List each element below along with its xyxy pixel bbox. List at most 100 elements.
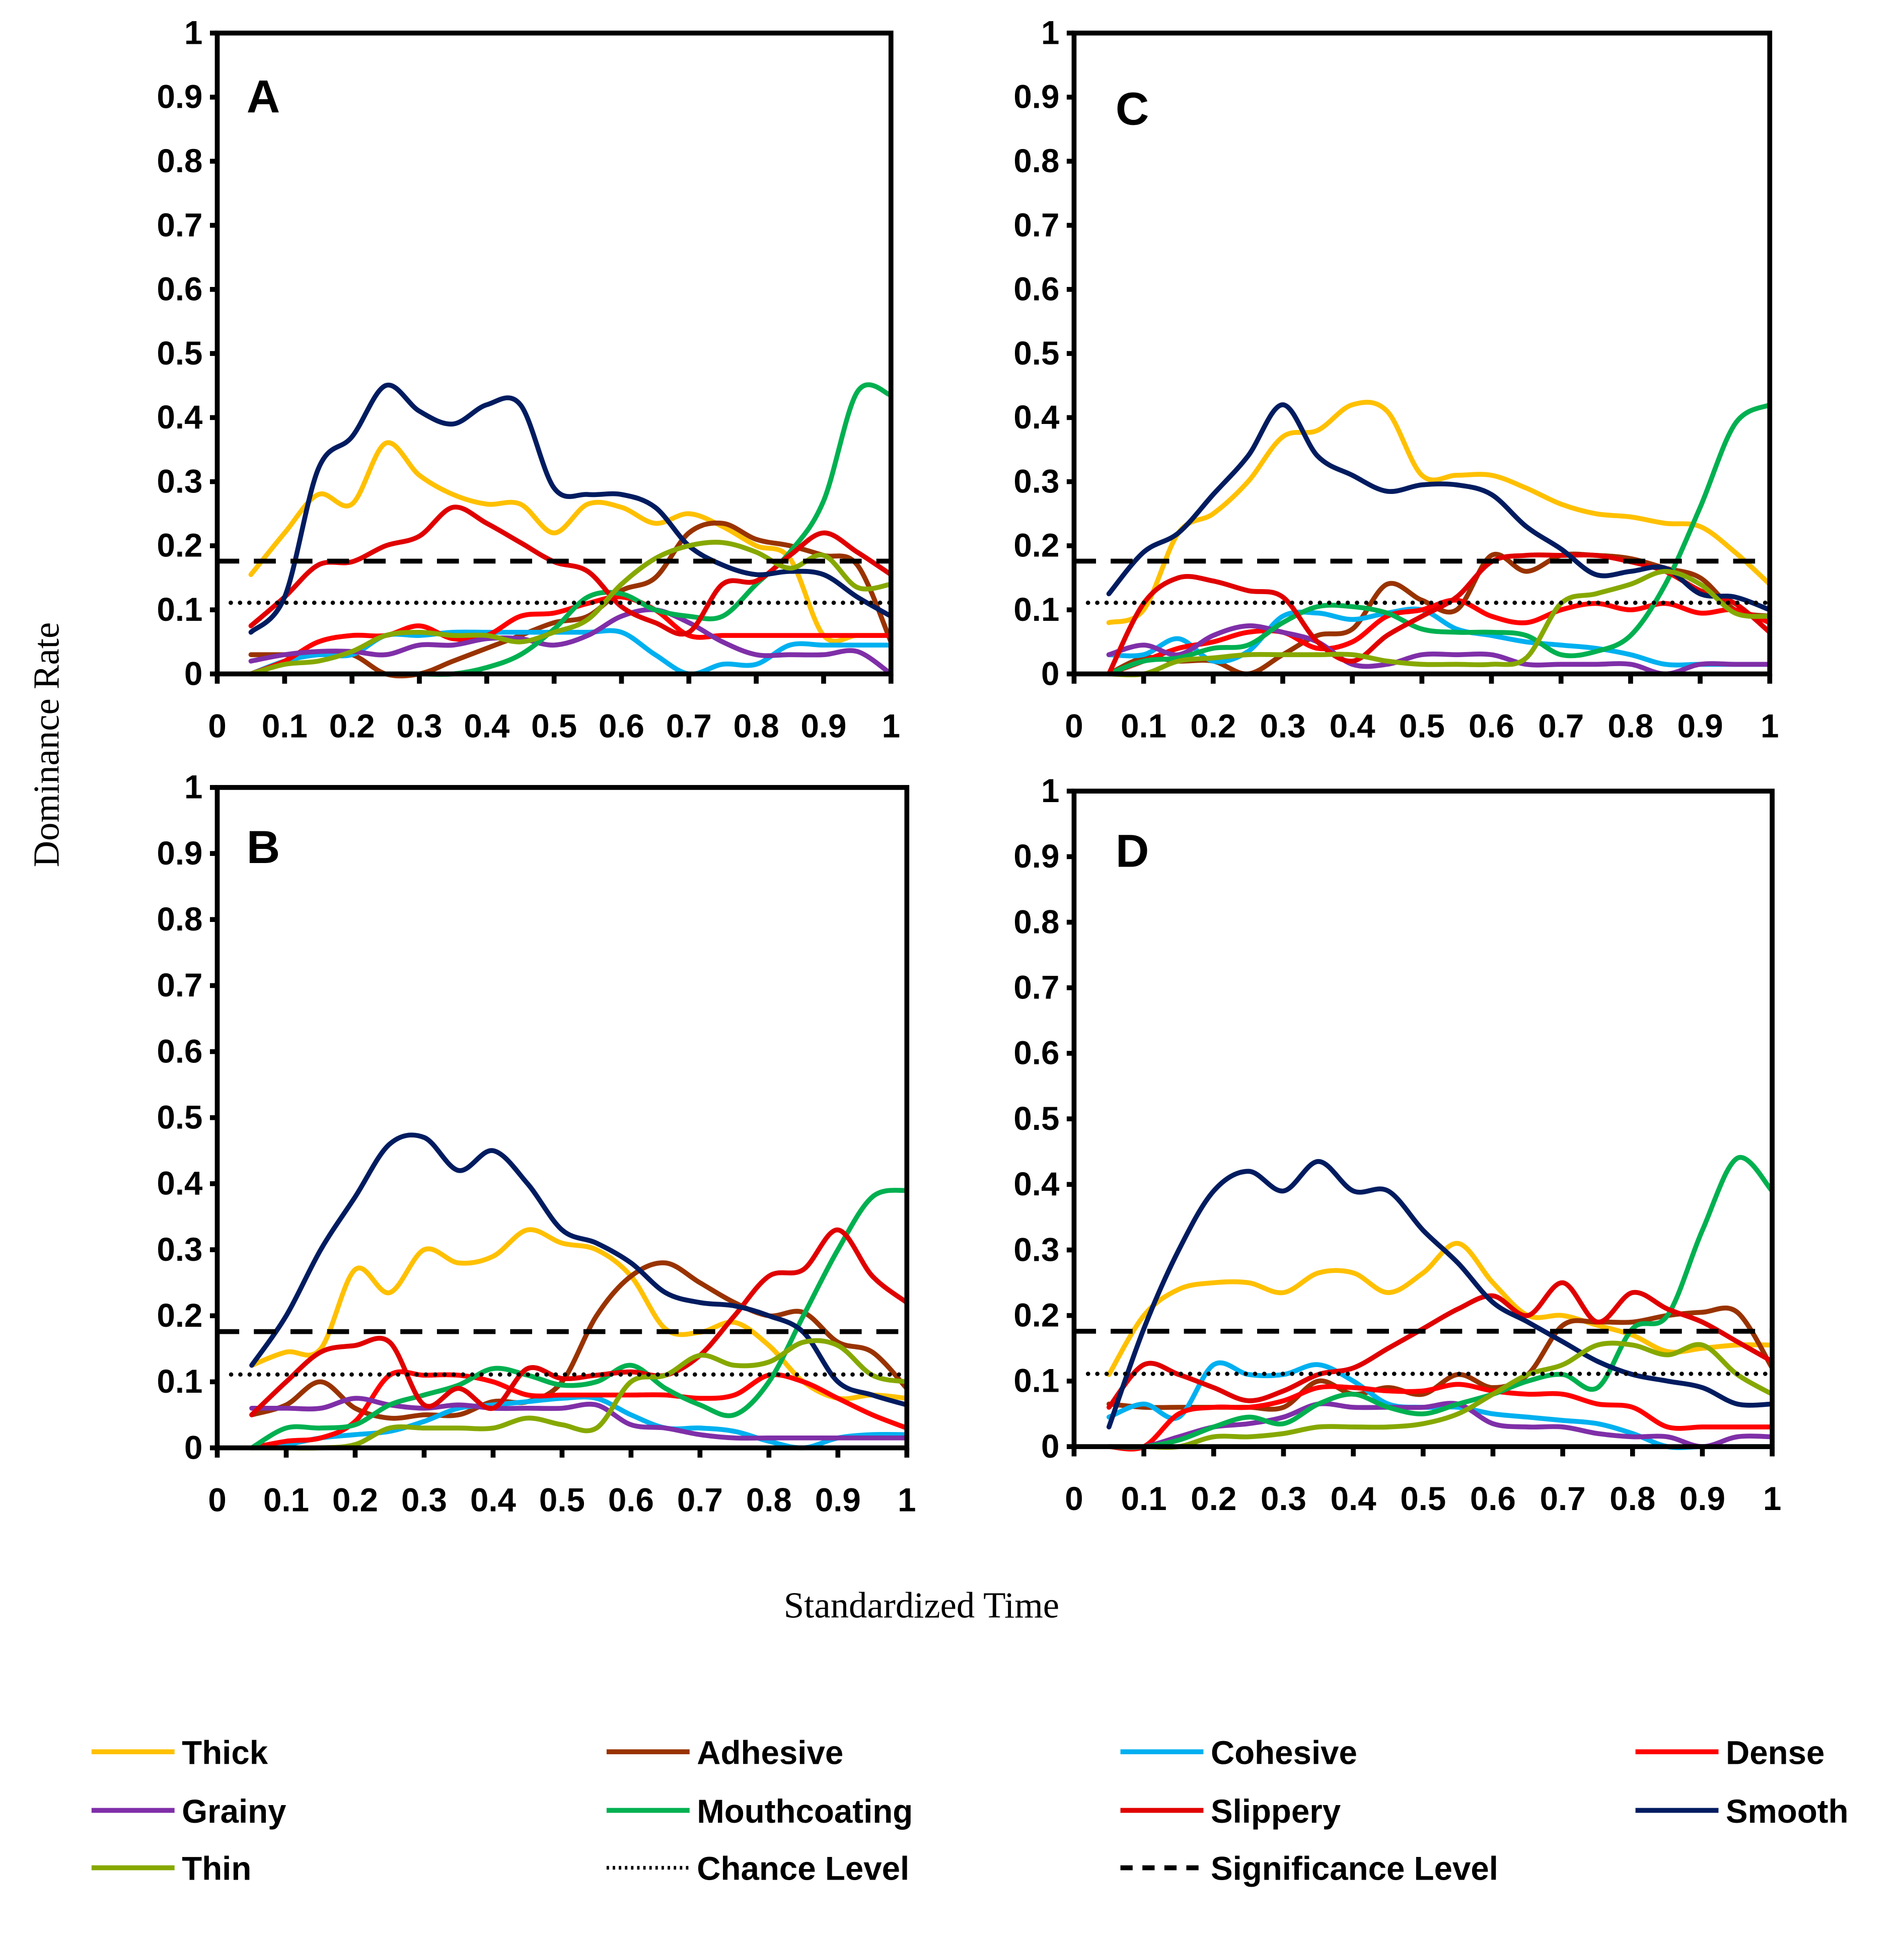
y-tick-label: 0.5 [1013,335,1059,372]
x-tick-label: 0.3 [1261,1480,1306,1517]
legend-label: Chance Level [697,1850,909,1887]
legend-item-mouthcoating: Mouthcoating [606,1793,913,1830]
series-dense-line [249,1369,910,1451]
y-tick-label: 0.6 [1013,271,1059,308]
series-adhesive-line [1106,1305,1775,1412]
y-tick-label: 0.8 [157,901,202,938]
legend-item-thin: Thin [91,1850,251,1887]
y-tick-label: 0.1 [1013,591,1059,628]
x-tick-label: 0.5 [539,1482,585,1519]
legend-label: Thick [182,1734,268,1771]
y-tick-label: 0.3 [157,1231,202,1268]
series-grainy-line [249,1396,910,1441]
y-tick-label: 0.4 [157,1165,203,1202]
x-tick-label: 0.2 [1191,1480,1236,1517]
y-tick-label: 0.6 [1013,1035,1059,1071]
y-tick-label: 0 [1041,1428,1059,1465]
series-dense-line [1106,1382,1775,1452]
y-tick-label: 0.7 [157,206,202,243]
y-tick-label: 0.2 [157,1297,202,1334]
y-tick-label: 0.3 [1013,463,1059,499]
x-tick-label: 0.8 [734,708,779,745]
legend-item-adhesive: Adhesive [606,1734,843,1771]
series-thin-line [248,540,894,677]
series-thick-line [1106,400,1773,625]
series-smooth-line [1106,1159,1775,1429]
y-tick-label: 0 [184,1429,202,1466]
y-tick-label: 0.9 [1013,838,1059,875]
y-tick-label: 0.4 [1013,399,1060,436]
x-tick-label: 0.2 [1190,708,1236,745]
x-tick-label: 0.6 [1469,708,1514,745]
y-tick-label: 0.3 [157,463,202,499]
x-tick-label: 0.7 [1538,708,1584,745]
series-mouthcoating-line [249,1188,910,1451]
legend-label: Smooth [1726,1793,1849,1830]
y-tick-label: 0 [184,655,202,692]
y-tick-label: 0.8 [1013,142,1059,179]
panel-d: 0 0.1 0.2 0.3 0.4 0.5 0.6 0.7 0.8 0.9 1 0 0.1 0.2 0.3 0… [1013,772,1781,1517]
y-tick-label: 0.2 [1013,527,1059,564]
panel-a: 0 0.1 0.2 0.3 0.4 0.5 0.6 0.7 0.8 0.9 1 0 0.1 0.2 0.3 0… [157,14,900,744]
x-tick-label: 0.2 [332,1482,378,1519]
legend-label: Thin [182,1850,251,1887]
x-tick-label: 0.5 [531,708,577,745]
x-tick-label: 0.8 [1607,708,1653,745]
legend-label: Slippery [1211,1793,1341,1830]
y-tick-label: 0.7 [157,967,202,1004]
y-tick-label: 1 [184,14,202,51]
panel-label: B [247,821,280,873]
x-tick-label: 0 [1065,708,1083,745]
legend-label: Mouthcoating [697,1793,913,1830]
x-tick-label: 0 [1065,1480,1083,1517]
series-cohesive-line [1106,606,1773,668]
series-slippery-line [249,1227,910,1417]
y-tick-label: 0.8 [1013,903,1059,940]
series-smooth-line [1106,402,1773,613]
x-tick-label: 0.9 [1679,1480,1725,1517]
y-tick-label: 0.5 [157,335,202,372]
x-tick-label: 0.7 [677,1482,723,1519]
x-tick-label: 0.9 [800,708,846,745]
x-tick-label: 0.3 [1260,708,1306,745]
legend-item-slippery: Slippery [1120,1793,1341,1830]
y-tick-label: 0.5 [157,1099,202,1136]
legend-item-chance-level: Chance Level [606,1850,909,1887]
legend-item-significance-level: Significance Level [1120,1850,1498,1887]
legend-label: Adhesive [697,1734,843,1771]
x-tick-label: 0 [208,708,226,745]
panel-b: 0 0.1 0.2 0.3 0.4 0.5 0.6 0.7 0.8 0.9 1 0 0.1 0.2 0.3 0… [157,769,916,1519]
y-tick-label: 0.5 [1013,1100,1059,1137]
y-tick-label: 0.1 [157,591,202,628]
panel-label: C [1116,83,1149,134]
series-thick-line [249,1227,910,1401]
series-slippery-line [1106,1280,1775,1410]
y-axis-title: Dominance Rate [26,622,66,868]
legend-label: Dense [1726,1734,1824,1771]
series-mouthcoating-line [1106,402,1773,677]
panel-label: A [247,70,280,122]
x-tick-label: 0.5 [1399,708,1445,745]
x-tick-label: 0.7 [666,708,712,745]
legend-label: Grainy [182,1793,286,1830]
series-thick-line [1106,1241,1775,1377]
legend-label: Significance Level [1211,1850,1498,1887]
y-tick-label: 0.3 [1013,1231,1059,1268]
y-tick-label: 0.6 [157,271,202,308]
series-thin-line [249,1338,910,1451]
panel-label: D [1116,825,1149,877]
x-tick-label: 1 [1763,1480,1781,1517]
series-smooth-line [248,382,894,635]
y-tick-label: 0.4 [1013,1166,1060,1202]
series-thick-line [248,440,894,644]
x-tick-label: 0.3 [397,708,443,745]
legend-item-cohesive: Cohesive [1120,1734,1357,1771]
y-tick-label: 0.1 [157,1363,202,1400]
series-mouthcoating-line [1106,1155,1775,1450]
x-tick-label: 1 [882,708,900,745]
legend-item-dense: Dense [1635,1734,1824,1771]
y-tick-label: 1 [1041,14,1059,51]
legend: Thick Adhesive Cohesive Dense Grainy Mouthcoa… [91,1734,1849,1887]
x-tick-label: 0.1 [262,708,308,745]
